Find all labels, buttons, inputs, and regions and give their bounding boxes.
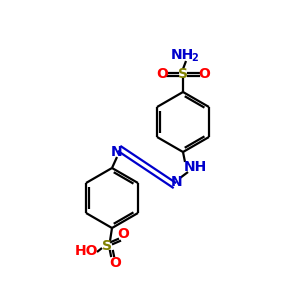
Text: N: N <box>111 145 123 159</box>
Text: O: O <box>156 67 168 81</box>
Text: O: O <box>117 227 129 241</box>
Text: S: S <box>178 67 188 81</box>
Text: O: O <box>198 67 210 81</box>
Text: NH: NH <box>183 160 207 174</box>
Text: S: S <box>102 239 112 253</box>
Text: 2: 2 <box>192 53 198 63</box>
Text: NH: NH <box>170 48 194 62</box>
Text: O: O <box>109 256 121 270</box>
Text: N: N <box>171 175 183 189</box>
Text: HO: HO <box>75 244 99 258</box>
